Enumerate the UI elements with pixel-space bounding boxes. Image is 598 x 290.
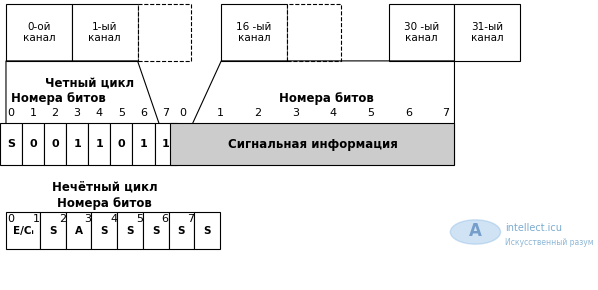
Text: Четный цикл: Четный цикл [45,76,134,89]
Text: 5: 5 [118,108,125,118]
Text: 6: 6 [140,108,147,118]
Text: S: S [178,226,185,235]
FancyBboxPatch shape [389,4,454,61]
Text: 16 -ый
канал: 16 -ый канал [236,22,272,44]
Text: 6: 6 [161,214,169,224]
Text: 6: 6 [405,108,412,118]
Text: E/Cᵢ: E/Cᵢ [13,226,33,235]
FancyBboxPatch shape [0,123,22,165]
Text: A: A [469,222,482,240]
FancyBboxPatch shape [454,4,520,61]
Text: 4: 4 [110,214,117,224]
Text: Номера битов: Номера битов [57,197,152,209]
FancyBboxPatch shape [44,123,66,165]
Text: A: A [75,226,83,235]
Text: 0: 0 [7,214,14,224]
Text: 7: 7 [162,108,169,118]
Text: 3: 3 [84,214,91,224]
Text: 5: 5 [367,108,374,118]
Text: 2: 2 [254,108,261,118]
Text: 4: 4 [329,108,337,118]
FancyBboxPatch shape [117,212,143,249]
Circle shape [450,220,501,244]
FancyBboxPatch shape [6,212,40,249]
FancyBboxPatch shape [194,212,220,249]
Text: 0: 0 [179,108,186,118]
Text: Искусственный разум: Искусственный разум [505,238,594,247]
FancyBboxPatch shape [40,212,66,249]
FancyBboxPatch shape [221,4,287,61]
Text: 2: 2 [59,214,66,224]
FancyBboxPatch shape [143,212,169,249]
FancyBboxPatch shape [66,123,88,165]
Text: S: S [152,226,160,235]
Text: 1: 1 [216,108,224,118]
Text: 0-ой
канал: 0-ой канал [23,22,55,44]
Text: Номера битов: Номера битов [279,92,373,105]
Text: Нечётный цикл: Нечётный цикл [52,181,157,193]
Text: 0: 0 [51,139,59,149]
Text: 3: 3 [292,108,299,118]
FancyBboxPatch shape [132,123,154,165]
Text: S: S [7,139,15,149]
Text: 1: 1 [140,139,147,149]
Text: 1: 1 [33,214,40,224]
Text: 3: 3 [74,108,81,118]
Text: 4: 4 [96,108,103,118]
Text: 31-ый
канал: 31-ый канал [471,22,504,44]
Text: 1-ый
канал: 1-ый канал [89,22,121,44]
Text: 1: 1 [74,139,81,149]
FancyBboxPatch shape [169,212,194,249]
FancyBboxPatch shape [89,123,110,165]
FancyBboxPatch shape [138,4,191,61]
FancyBboxPatch shape [170,123,454,165]
Text: S: S [203,226,211,235]
Text: S: S [126,226,134,235]
Text: Номера битов: Номера битов [11,92,106,105]
FancyBboxPatch shape [287,4,341,61]
FancyBboxPatch shape [154,123,177,165]
Text: 30 -ый
канал: 30 -ый канал [404,22,439,44]
FancyBboxPatch shape [110,123,132,165]
Text: 7: 7 [443,108,450,118]
FancyBboxPatch shape [72,4,138,61]
FancyBboxPatch shape [91,212,117,249]
Text: S: S [100,226,108,235]
Text: intellect.icu: intellect.icu [505,223,562,233]
Text: 7: 7 [187,214,194,224]
Text: 1: 1 [96,139,103,149]
FancyBboxPatch shape [6,4,72,61]
Text: 1: 1 [29,108,36,118]
Text: 0: 0 [29,139,36,149]
Text: Сигнальная информация: Сигнальная информация [227,138,398,151]
Text: 5: 5 [136,214,143,224]
Text: 0: 0 [118,139,125,149]
Text: 0: 0 [7,108,14,118]
FancyBboxPatch shape [66,212,91,249]
Text: 1: 1 [162,139,169,149]
Text: 2: 2 [51,108,59,118]
Text: S: S [49,226,57,235]
FancyBboxPatch shape [22,123,44,165]
